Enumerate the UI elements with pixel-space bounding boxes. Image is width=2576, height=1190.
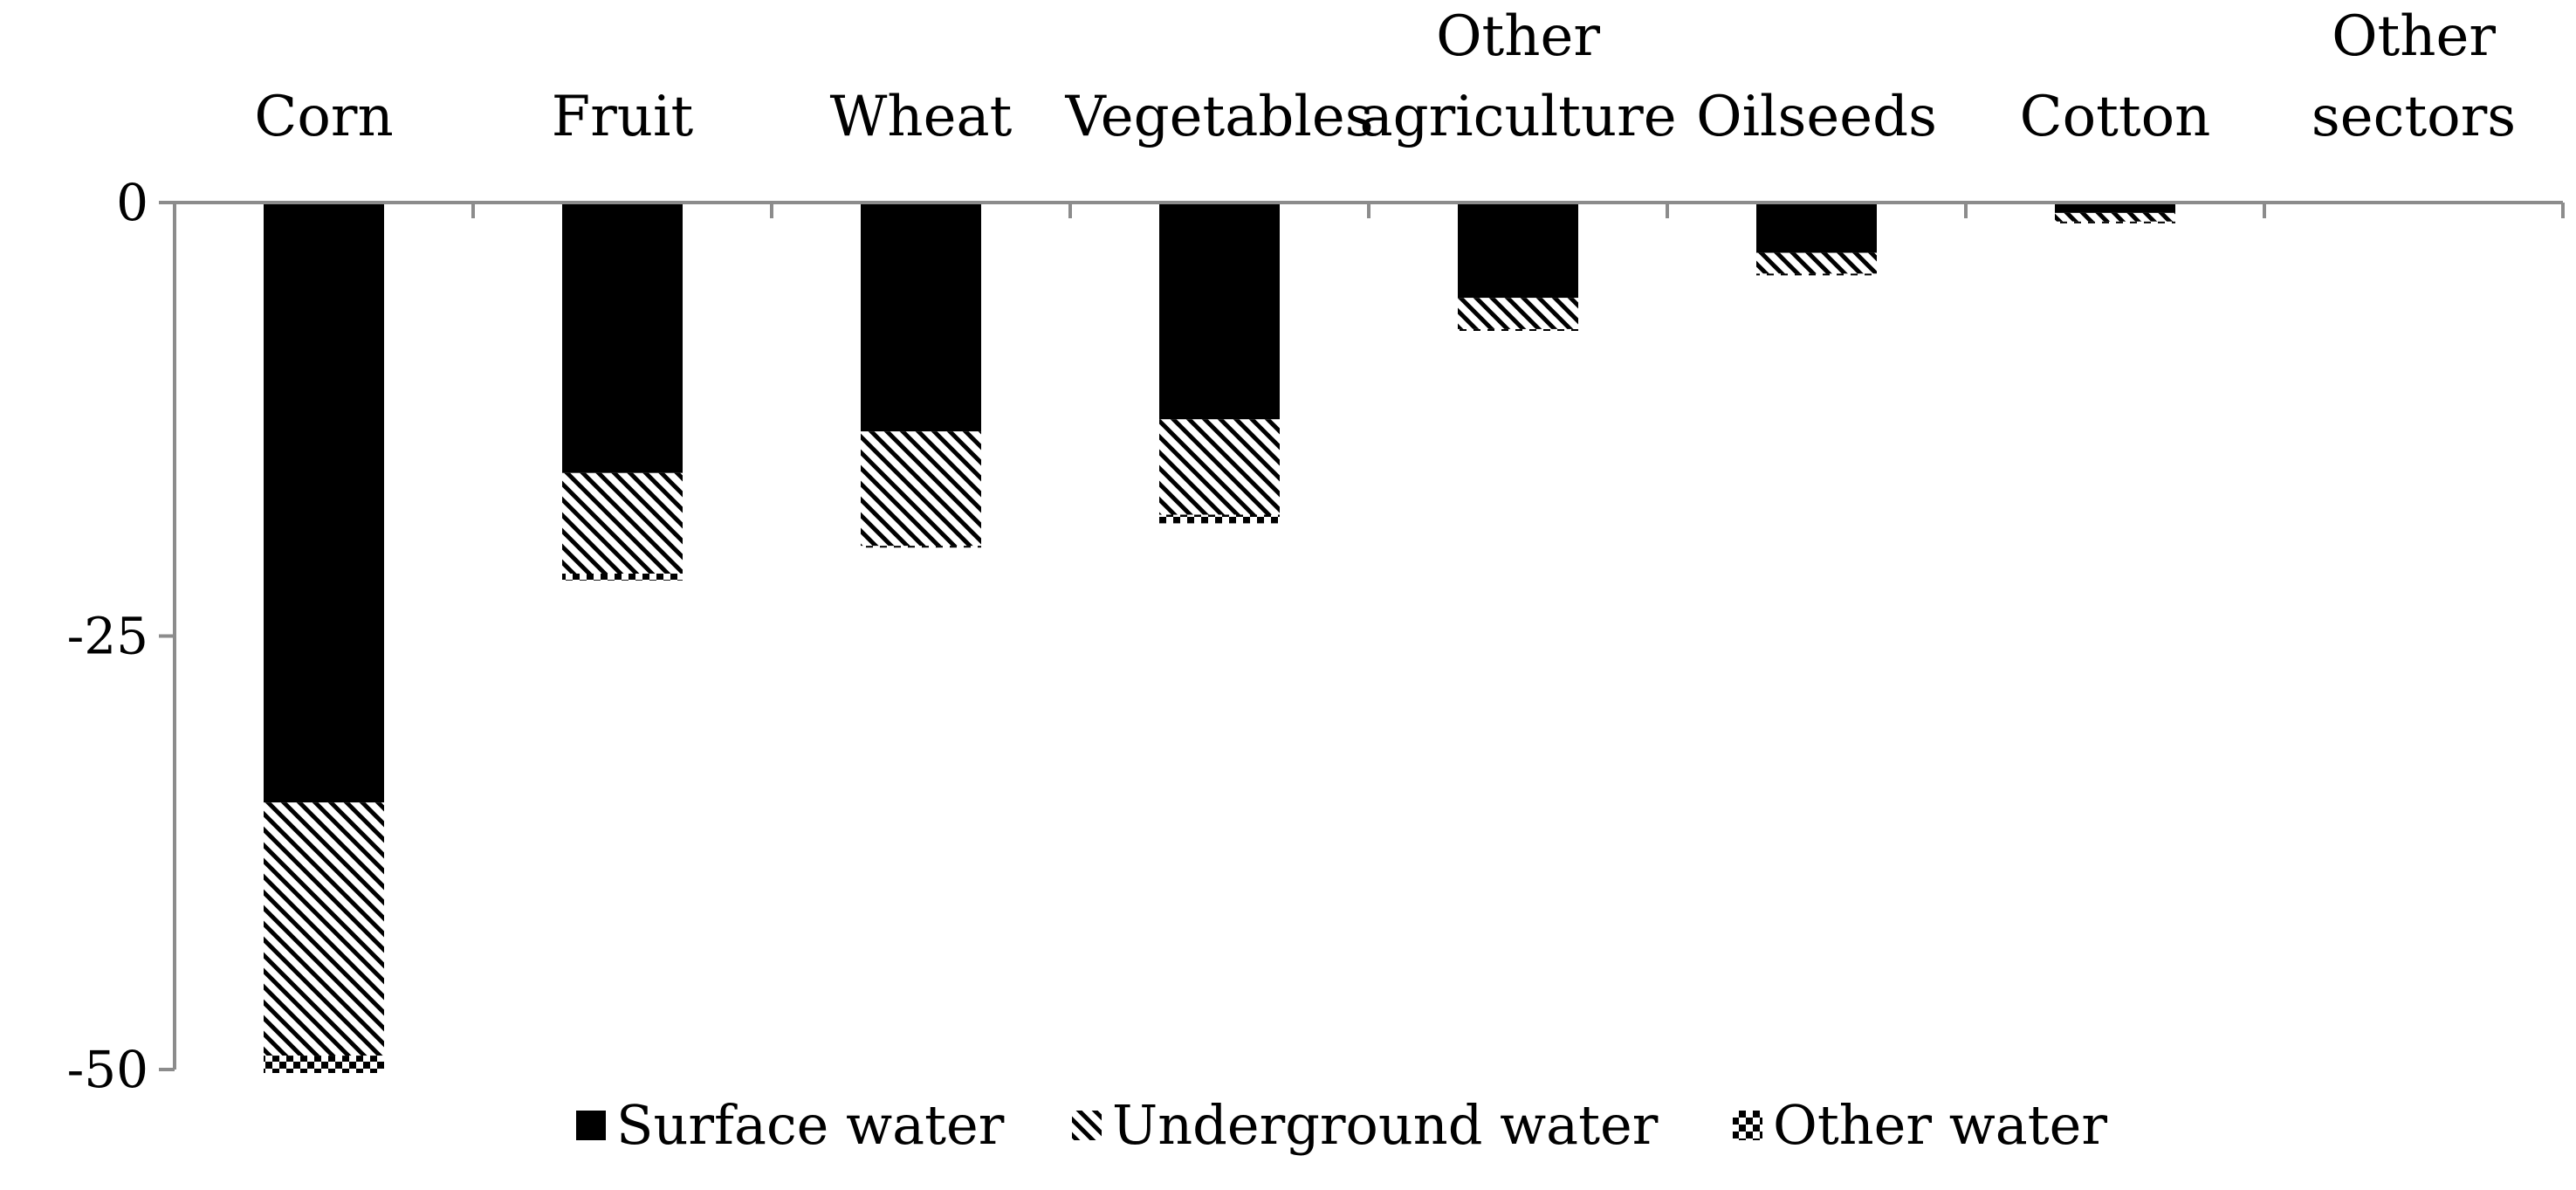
bar-other-agriculture-underground-water: [1458, 298, 1578, 329]
y-tick-label: -50: [67, 1040, 148, 1099]
bar-cotton-underground-water: [2055, 212, 2175, 222]
category-label: Fruit: [552, 85, 694, 149]
bar-fruit-other-water: [562, 574, 683, 581]
y-tick-label: -25: [67, 607, 148, 666]
legend: Surface water Underground water Other wate…: [576, 1093, 2107, 1157]
bar-vegetables-underground-water: [1159, 419, 1280, 515]
category-label: Other: [1436, 4, 1600, 69]
bar-other-agriculture-other-water: [1458, 329, 1578, 331]
legend-label-other-water: Other water: [1773, 1093, 2107, 1157]
bar-corn-surface-water: [264, 203, 384, 803]
category-label: Vegetables: [1064, 85, 1373, 149]
plot-area: 0 -25 -50 Corn Fruit Wheat Vegetables Other agri…: [67, 4, 2565, 1099]
bar-vegetables-surface-water: [1159, 203, 1280, 420]
bar-wheat-surface-water: [861, 203, 981, 432]
category-label: Cotton: [2020, 85, 2211, 149]
bar-vegetables-other-water: [1159, 514, 1280, 524]
bar-cotton-other-water: [2055, 221, 2175, 224]
legend-label-surface-water: Surface water: [616, 1093, 1005, 1157]
category-label: agriculture: [1359, 85, 1676, 149]
category-label: Oilseeds: [1696, 85, 1937, 149]
bar-oilseeds-underground-water: [1756, 252, 1877, 274]
category-label: Other: [2332, 4, 2496, 69]
bar-other-agriculture-surface-water: [1458, 203, 1578, 299]
bar-fruit-underground-water: [562, 472, 683, 574]
category-label: Wheat: [830, 85, 1013, 149]
bar-cotton-surface-water: [2055, 203, 2175, 213]
legend-swatch-surface-water: [576, 1111, 606, 1140]
y-tick-label: 0: [116, 173, 148, 232]
bar-wheat-other-water: [861, 546, 981, 548]
legend-swatch-other-water: [1733, 1111, 1762, 1140]
bar-corn-other-water: [264, 1056, 384, 1073]
legend-swatch-underground-water: [1072, 1111, 1102, 1140]
bar-oilseeds-surface-water: [1756, 203, 1877, 253]
category-label: Corn: [254, 85, 393, 149]
category-label: sectors: [2312, 85, 2516, 149]
bar-oilseeds-other-water: [1756, 273, 1877, 276]
bar-fruit-surface-water: [562, 203, 683, 473]
legend-label-underground-water: Underground water: [1112, 1093, 1659, 1157]
bar-wheat-underground-water: [861, 431, 981, 547]
bar-corn-underground-water: [264, 802, 384, 1056]
